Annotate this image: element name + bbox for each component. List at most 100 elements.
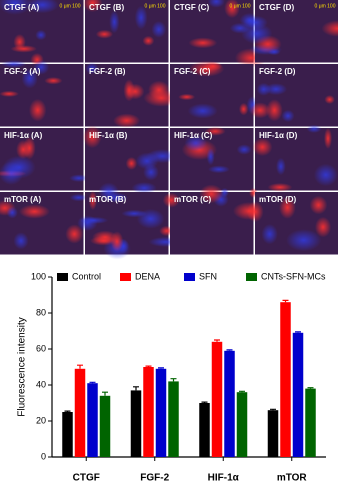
stain — [0, 0, 32, 15]
stain — [125, 156, 138, 170]
bar — [87, 383, 98, 457]
stain — [134, 5, 148, 30]
stain — [0, 161, 24, 185]
panel-label: CTGF (B) — [89, 3, 124, 12]
stain — [246, 201, 264, 223]
y-tick-label: 40 — [36, 379, 46, 389]
bar — [305, 388, 316, 457]
stain — [123, 79, 135, 102]
stain — [266, 99, 283, 122]
stain — [178, 93, 196, 101]
panel-label: FGF-2 (B) — [89, 67, 126, 76]
stain — [69, 174, 89, 182]
stain — [25, 0, 59, 14]
bar — [292, 332, 304, 457]
legend-swatch — [57, 273, 68, 281]
error-bar — [170, 378, 177, 382]
panel-label: CTGF (D) — [259, 3, 294, 12]
stain — [204, 126, 226, 136]
stain — [69, 193, 88, 202]
error-bar — [214, 339, 220, 342]
bar — [130, 390, 142, 457]
legend-swatch — [184, 273, 195, 281]
error-bar — [239, 390, 245, 393]
error-bar — [295, 331, 301, 333]
error-bar — [77, 364, 83, 369]
stain — [92, 230, 118, 244]
stain — [281, 109, 295, 122]
error-bar — [282, 299, 289, 303]
y-tick-label: 60 — [36, 343, 46, 353]
micrograph — [0, 192, 84, 255]
stain — [35, 29, 47, 41]
stain — [33, 59, 50, 75]
stain — [238, 102, 249, 116]
error-bar — [64, 410, 71, 412]
stain — [13, 232, 29, 250]
x-tick-label: CTGF — [73, 473, 100, 484]
panel-label: FGF-2 (D) — [259, 67, 296, 76]
chart: Fluorescence intensity 0 20 40 60 80 100 CTGF F… — [17, 271, 326, 484]
stain — [236, 144, 252, 155]
stain — [256, 82, 271, 96]
y-tick-label: 0 — [41, 451, 46, 461]
stain — [286, 229, 322, 252]
stain — [208, 165, 230, 174]
legend-swatch — [120, 273, 131, 281]
stain — [82, 125, 102, 149]
x-tick-label: FGF-2 — [140, 473, 169, 484]
stain — [77, 215, 98, 232]
stain — [264, 83, 288, 96]
stain — [323, 127, 333, 150]
bar — [74, 368, 86, 457]
stain — [199, 184, 224, 204]
scale-bar-label: 0 μm 100 — [60, 3, 81, 9]
panel-label: CTGF (C) — [174, 3, 209, 12]
scale-bar-label: 0 μm 100 — [230, 3, 251, 9]
legend-label: DENA — [135, 271, 160, 281]
panel-label: HIF-1α (B) — [89, 131, 128, 140]
stain — [0, 90, 19, 97]
y-axis-label: Fluorescence intensity — [17, 317, 28, 417]
bar — [143, 367, 154, 457]
stain — [207, 0, 225, 8]
stain — [105, 192, 129, 203]
stain — [267, 183, 293, 192]
stain — [82, 0, 103, 13]
stain — [88, 190, 98, 211]
stain — [324, 95, 335, 104]
stain — [1, 60, 27, 68]
stain — [206, 148, 215, 166]
stain — [13, 33, 26, 51]
panel-label: mTOR (C) — [174, 195, 212, 204]
error-bar — [226, 349, 233, 351]
stain — [6, 206, 18, 219]
stain — [321, 20, 338, 37]
stain — [151, 20, 167, 38]
stain — [313, 163, 338, 187]
scale-bar-label: 0 μm 100 — [145, 3, 166, 9]
error-bar — [307, 387, 314, 389]
stain — [85, 62, 99, 75]
stain — [279, 196, 296, 219]
error-bar — [158, 367, 164, 369]
bar — [211, 341, 223, 457]
stain — [224, 0, 240, 19]
legend-label: Control — [72, 271, 101, 281]
y-tick-label: 20 — [36, 415, 46, 425]
stain — [23, 136, 36, 160]
stain — [21, 68, 38, 89]
x-tick-label: mTOR — [277, 473, 308, 484]
stain — [95, 29, 114, 39]
stain — [309, 195, 328, 215]
stain — [131, 182, 157, 195]
legend-label: SFN — [199, 271, 217, 281]
stain — [261, 223, 278, 245]
panel-label: HIF-1α (D) — [259, 131, 298, 140]
panel-label: CTGF (A) — [4, 3, 39, 12]
stain — [184, 135, 208, 152]
bar — [267, 410, 279, 457]
panel-label: mTOR (D) — [259, 195, 297, 204]
bar — [224, 350, 235, 457]
error-bar — [145, 365, 152, 367]
